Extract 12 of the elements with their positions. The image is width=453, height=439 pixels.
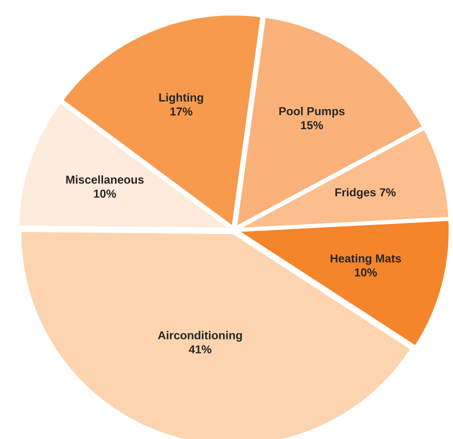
slice-label: Heating Mats [330, 254, 401, 265]
data-label: 10% [94, 190, 116, 198]
slice-label: Fridges [335, 188, 376, 199]
data-label: 41% [188, 345, 212, 354]
slice-label: Lighting [159, 93, 204, 104]
data-label: 7% [380, 188, 396, 196]
slice-label: Pool Pumps [279, 106, 345, 118]
slice-label: Miscellaneous [66, 175, 144, 184]
data-label: 10% [354, 268, 377, 276]
data-label: 15% [301, 121, 324, 130]
data-label: 17% [170, 107, 192, 116]
slice-label: Airconditioning [158, 330, 242, 342]
